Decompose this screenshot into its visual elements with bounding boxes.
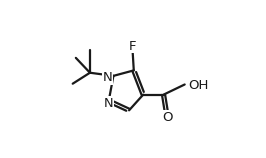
Text: F: F <box>128 40 136 53</box>
Text: N: N <box>103 71 113 84</box>
Text: O: O <box>162 111 173 124</box>
Text: N: N <box>104 97 114 110</box>
Text: OH: OH <box>188 79 208 92</box>
